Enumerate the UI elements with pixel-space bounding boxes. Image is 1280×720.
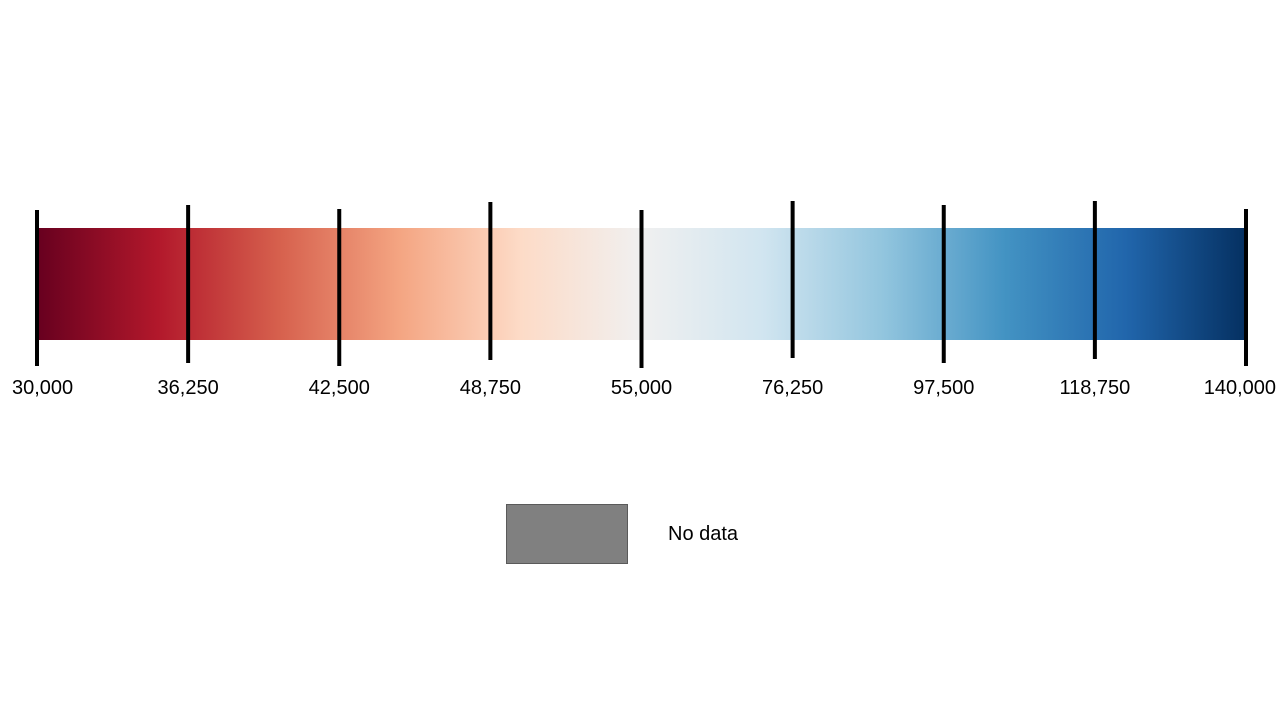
colorbar-tick-labels: 30,000 36,250 42,500 48,750 55,000 76,250 97,5… [12,377,1276,399]
colorbar-tick-label: 42,500 [309,377,370,399]
colorbar-ticks [35,201,1248,368]
colorbar-tick-label: 97,500 [913,377,974,399]
colorbar-tick-label: 118,750 [1059,377,1130,399]
no-data-label: No data [668,523,739,545]
colorbar-tick-label: 36,250 [158,377,219,399]
colorbar-tick-label: 48,750 [460,377,521,399]
colorbar-tick-label: 55,000 [611,377,672,399]
no-data-swatch [506,504,628,564]
colorbar-tick-label: 140,000 [1204,377,1276,399]
colorbar-tick-label: 76,250 [762,377,823,399]
colorbar-tick-label: 30,000 [12,377,73,399]
